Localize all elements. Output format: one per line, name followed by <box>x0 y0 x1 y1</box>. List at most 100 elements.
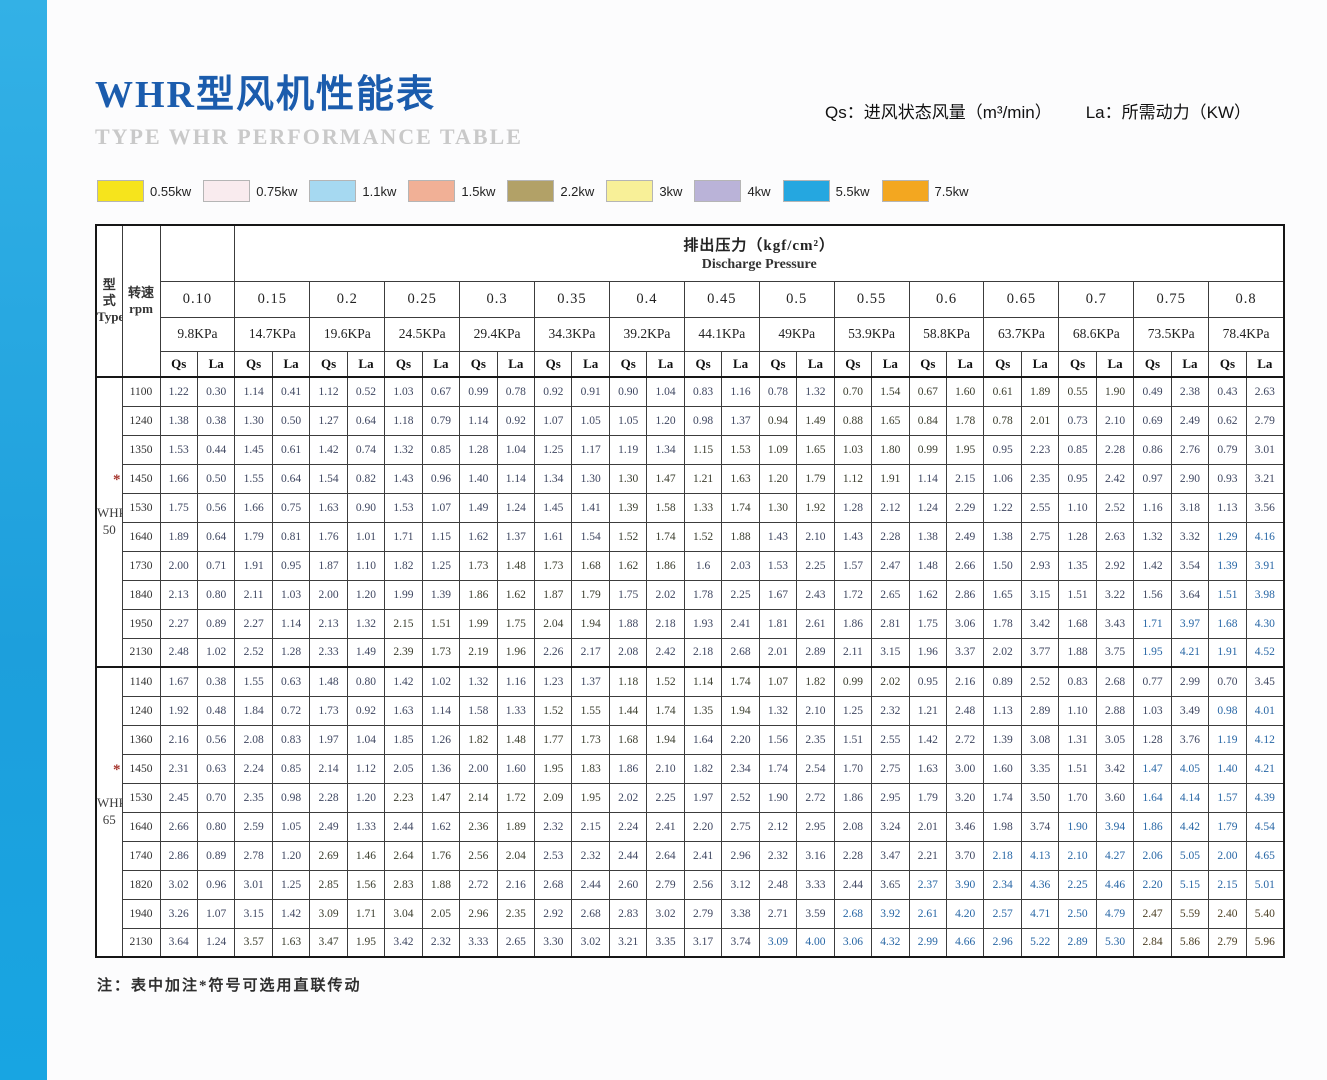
qs-value-cell: 3.47 <box>309 927 348 958</box>
qs-value-cell: 2.14 <box>309 753 348 784</box>
qs-value-cell: 1.21 <box>683 463 723 494</box>
la-value-cell: 1.32 <box>346 608 386 639</box>
qs-value-cell: 1.51 <box>1058 579 1097 610</box>
qs-value-cell: 2.41 <box>683 840 723 871</box>
page-title: WHR型风机性能表 <box>95 74 437 116</box>
pressure-header: 0.75 <box>1133 280 1210 318</box>
qs-value-cell: 2.37 <box>908 869 948 900</box>
la-value-cell: 1.24 <box>196 927 236 958</box>
la-value-cell: 1.49 <box>346 637 386 668</box>
la-value-cell: 1.20 <box>271 840 311 871</box>
rpm-cell: 1820 <box>121 869 161 900</box>
type-header-en: Type <box>97 309 122 325</box>
la-value-cell: 2.41 <box>646 811 685 842</box>
la-value-cell: 1.78 <box>946 405 985 436</box>
qs-header: Qs <box>459 350 498 378</box>
la-value-cell: 1.55 <box>571 695 610 726</box>
la-value-cell: 3.33 <box>796 869 835 900</box>
qs-value-cell: 1.28 <box>1133 724 1172 755</box>
table-row: 1940 3.26 1.07 3.15 1.42 3.09 1.71 3.04 2.05 2.96… <box>96 898 1285 929</box>
qs-header: Qs <box>758 350 798 378</box>
la-value-cell: 2.81 <box>871 608 910 639</box>
la-header: La <box>1245 350 1285 378</box>
qs-value-cell: 1.77 <box>534 724 573 755</box>
la-value-cell: 0.48 <box>196 695 236 726</box>
qs-header: Qs <box>833 350 873 378</box>
units-caption: Qs：进风状态风量（m³/min） La：所需动力（KW） <box>825 98 1251 123</box>
la-value-cell: 1.49 <box>796 405 835 436</box>
la-value-cell: 2.65 <box>871 579 910 610</box>
qs-value-cell: 1.10 <box>1058 695 1097 726</box>
la-value-cell: 0.89 <box>196 840 236 871</box>
table-row: 1360 2.16 0.56 2.08 0.83 1.97 1.04 1.85 1.26 1.82… <box>96 724 1285 755</box>
qs-value-cell: 1.18 <box>384 405 423 436</box>
qs-value-cell: 1.68 <box>1058 608 1097 639</box>
qs-value-cell: 0.90 <box>608 376 648 407</box>
qs-value-cell: 2.35 <box>234 782 273 813</box>
qs-value-cell: 1.73 <box>459 550 498 581</box>
la-value-cell: 1.74 <box>721 492 760 523</box>
la-value-cell: 1.37 <box>496 521 536 552</box>
la-value-cell: 2.43 <box>796 579 835 610</box>
qs-value-cell: 1.38 <box>983 521 1022 552</box>
la-value-cell: 4.12 <box>1245 724 1285 755</box>
la-value-cell: 0.71 <box>196 550 236 581</box>
la-value-cell: 1.47 <box>646 463 685 494</box>
qs-header: Qs <box>384 350 423 378</box>
la-value-cell: 0.56 <box>196 724 236 755</box>
pressure-header: 0.6 <box>908 280 985 318</box>
la-value-cell: 0.64 <box>196 521 236 552</box>
qs-value-cell: 1.67 <box>758 579 798 610</box>
qs-value-cell: 2.18 <box>983 840 1022 871</box>
la-header: La <box>721 350 760 378</box>
qs-value-cell: 1.06 <box>983 463 1022 494</box>
la-header: La <box>871 350 910 378</box>
la-header: La <box>571 350 610 378</box>
qs-value-cell: 1.52 <box>608 521 648 552</box>
qs-value-cell: 2.47 <box>1133 898 1172 929</box>
la-value-cell: 1.65 <box>871 405 910 436</box>
la-value-cell: 2.75 <box>871 753 910 784</box>
la-value-cell: 2.28 <box>871 521 910 552</box>
rpm-cell: 1840 <box>121 579 161 610</box>
qs-value-cell: 1.32 <box>1133 521 1172 552</box>
fan-type-cell: WHR65 * <box>95 666 123 958</box>
header-spacer-cell <box>159 224 236 282</box>
rpm-cell: 1640 <box>121 521 161 552</box>
discharge-pressure-title-en: Discharge Pressure <box>701 256 817 272</box>
qs-value-cell: 2.08 <box>833 811 873 842</box>
la-value-cell: 0.64 <box>346 405 386 436</box>
rpm-cell: 1640 <box>121 811 161 842</box>
qs-value-cell: 2.68 <box>833 898 873 929</box>
table-group-whr-50: WHR50*11001.220.301.140.411.120.521.030.… <box>95 376 1285 668</box>
la-value-cell: 1.17 <box>571 434 610 465</box>
legend-label: 2.2kw <box>560 183 595 199</box>
la-value-cell: 2.34 <box>721 753 760 784</box>
qs-value-cell: 1.32 <box>459 666 498 697</box>
la-header: La <box>1170 350 1210 378</box>
table-header: 型式 Type 转速 rpm 排出压力（kgf/cm²） Discharge Pressu… <box>95 224 1285 378</box>
rpm-cell: 1140 <box>121 666 161 697</box>
qs-header: Qs <box>908 350 948 378</box>
la-header: La <box>796 350 835 378</box>
la-value-cell: 0.44 <box>196 434 236 465</box>
la-value-cell: 1.68 <box>571 550 610 581</box>
qs-value-cell: 1.16 <box>1133 492 1172 523</box>
pressure-header: 0.25 <box>384 280 461 318</box>
la-value-cell: 1.16 <box>721 376 760 407</box>
qs-value-cell: 2.66 <box>159 811 198 842</box>
la-value-cell: 4.39 <box>1245 782 1285 813</box>
la-value-cell: 2.65 <box>496 927 536 958</box>
la-value-cell: 1.04 <box>646 376 685 407</box>
la-value-cell: 2.79 <box>1245 405 1285 436</box>
qs-value-cell: 3.06 <box>833 927 873 958</box>
la-value-cell: 4.52 <box>1245 637 1285 668</box>
la-value-cell: 2.48 <box>946 695 985 726</box>
la-value-cell: 1.62 <box>421 811 461 842</box>
qs-value-cell: 1.10 <box>1058 492 1097 523</box>
kpa-header: 78.4KPa <box>1208 316 1285 352</box>
qs-value-cell: 1.79 <box>908 782 948 813</box>
type-header-cn: 型式 <box>102 276 116 308</box>
la-value-cell: 0.96 <box>196 869 236 900</box>
la-value-cell: 2.99 <box>1170 666 1210 697</box>
